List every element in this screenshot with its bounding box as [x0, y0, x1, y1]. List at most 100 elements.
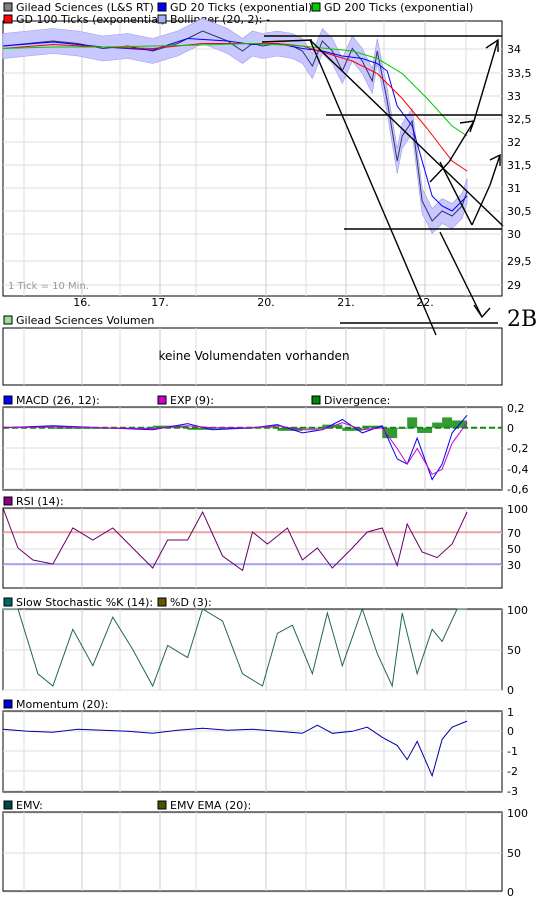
legend-swatch: [157, 395, 167, 405]
annotation-line: [309, 39, 504, 227]
legend-label: Slow Stochastic %K (14):: [16, 596, 153, 609]
x-tick-label: 16.: [73, 296, 91, 309]
y-tick-label: 1: [507, 706, 514, 719]
series-line-stochastic-0: [3, 607, 468, 688]
x-tick-label: 22.: [416, 296, 434, 309]
y-tick-label: 30: [507, 228, 521, 241]
y-tick-label: -0,2: [507, 442, 528, 455]
y-tick-label: 50: [507, 543, 521, 556]
y-tick-label: 0: [507, 422, 514, 435]
legend-swatch: [3, 315, 13, 325]
annotation-line: [309, 39, 437, 336]
annotation-arrowhead: [485, 38, 499, 52]
legend-label: %D (3):: [170, 596, 212, 609]
legend-swatch: [157, 2, 167, 12]
y-tick-label: 29: [507, 279, 521, 292]
legend-label: Gilead Sciences Volumen: [16, 314, 154, 327]
y-tick-label: 0: [507, 886, 514, 899]
legend-label: Bollinger (20, 2): -: [170, 13, 270, 26]
y-tick-label: 100: [507, 807, 528, 820]
series-line-price-3: [2, 42, 468, 137]
macd-divergence-bar: [432, 422, 443, 428]
y-tick-label: 32,5: [507, 113, 532, 126]
legend-label: GD 200 Ticks (exponential): [324, 1, 473, 14]
y-tick-label: 30: [507, 559, 521, 572]
legend-label: EMV:: [16, 799, 43, 812]
y-tick-label: 33: [507, 90, 521, 103]
macd-divergence-bar: [277, 427, 303, 431]
legend-swatch: [3, 14, 13, 24]
y-tick-label: 0: [507, 725, 514, 738]
legend-swatch: [311, 395, 321, 405]
legend-swatch: [157, 14, 167, 24]
series-line-rsi-0: [2, 507, 468, 572]
annotation-arrowhead: [473, 304, 491, 319]
bollinger-band: [2, 18, 468, 235]
annotation-line: [489, 154, 501, 186]
macd-divergence-bar: [382, 427, 398, 439]
x-tick-label: 20.: [257, 296, 275, 309]
legend-label: EXP (9):: [170, 394, 214, 407]
legend-swatch: [3, 496, 13, 506]
panel-frame-price: [2, 20, 503, 297]
tick-interval-note: 1 Tick = 10 Min.: [8, 281, 89, 292]
legend-label: GD 20 Ticks (exponential): [170, 1, 312, 14]
annotation-arrowhead: [489, 153, 501, 166]
y-tick-label: 100: [507, 503, 528, 516]
y-tick-label: -0,6: [507, 483, 528, 496]
annotation-line: [439, 231, 483, 318]
series-line-momentum-0: [2, 720, 468, 778]
panel-frame-rsi: [2, 507, 503, 589]
legend-swatch: [3, 2, 13, 12]
legend-swatch: [3, 699, 13, 709]
legend-label: Gilead Sciences (L&S RT): [16, 1, 154, 14]
annotation-label: 2B: [507, 307, 537, 332]
y-tick-label: -1: [507, 745, 518, 758]
annotation-line: [261, 39, 313, 43]
legend-swatch: [311, 2, 321, 12]
y-tick-label: 29,5: [507, 255, 532, 268]
y-tick-label: -0,4: [507, 463, 528, 476]
macd-divergence-bar: [362, 425, 383, 428]
y-tick-label: 31: [507, 182, 521, 195]
y-tick-label: 0: [507, 684, 514, 697]
y-tick-label: 100: [507, 604, 528, 617]
legend-swatch: [157, 597, 167, 607]
legend-swatch: [3, 597, 13, 607]
annotation-arrowhead: [459, 120, 476, 133]
macd-divergence-bar: [342, 427, 363, 431]
annotation-line: [448, 120, 475, 163]
y-tick-label: 70: [507, 527, 521, 540]
macd-divergence-bar: [442, 417, 453, 428]
y-tick-label: 50: [507, 644, 521, 657]
legend-label: MACD (26, 12):: [16, 394, 100, 407]
legend-swatch: [157, 800, 167, 810]
legend-label: GD 100 Ticks (exponential): [16, 13, 165, 26]
volume-empty-message: keine Volumendaten vorhanden: [158, 349, 349, 363]
panel-frame-emv: [2, 811, 503, 892]
y-tick-label: 31,5: [507, 159, 532, 172]
annotation-line: [439, 161, 473, 226]
y-tick-label: -2: [507, 765, 518, 778]
legend-label: Divergence:: [324, 394, 390, 407]
annotation-line: [471, 184, 491, 226]
legend-swatch: [3, 800, 13, 810]
panel-frame-volume: [2, 327, 503, 386]
y-tick-label: 0,2: [507, 402, 525, 415]
y-tick-label: 33,5: [507, 67, 532, 80]
annotation-line: [473, 39, 499, 122]
series-line-macd-1: [2, 422, 468, 476]
x-tick-label: 17.: [151, 296, 169, 309]
macd-divergence-bar: [187, 427, 213, 430]
legend-label: RSI (14):: [16, 495, 64, 508]
legend-swatch: [3, 395, 13, 405]
legend-label: EMV EMA (20):: [170, 799, 251, 812]
macd-divergence-bar: [417, 427, 433, 433]
x-tick-label: 21.: [337, 296, 355, 309]
annotation-line: [429, 161, 450, 183]
legend-label: Momentum (20):: [16, 698, 108, 711]
macd-divergence-bar: [407, 417, 418, 428]
y-tick-label: 30,5: [507, 205, 532, 218]
y-tick-label: 32: [507, 136, 521, 149]
